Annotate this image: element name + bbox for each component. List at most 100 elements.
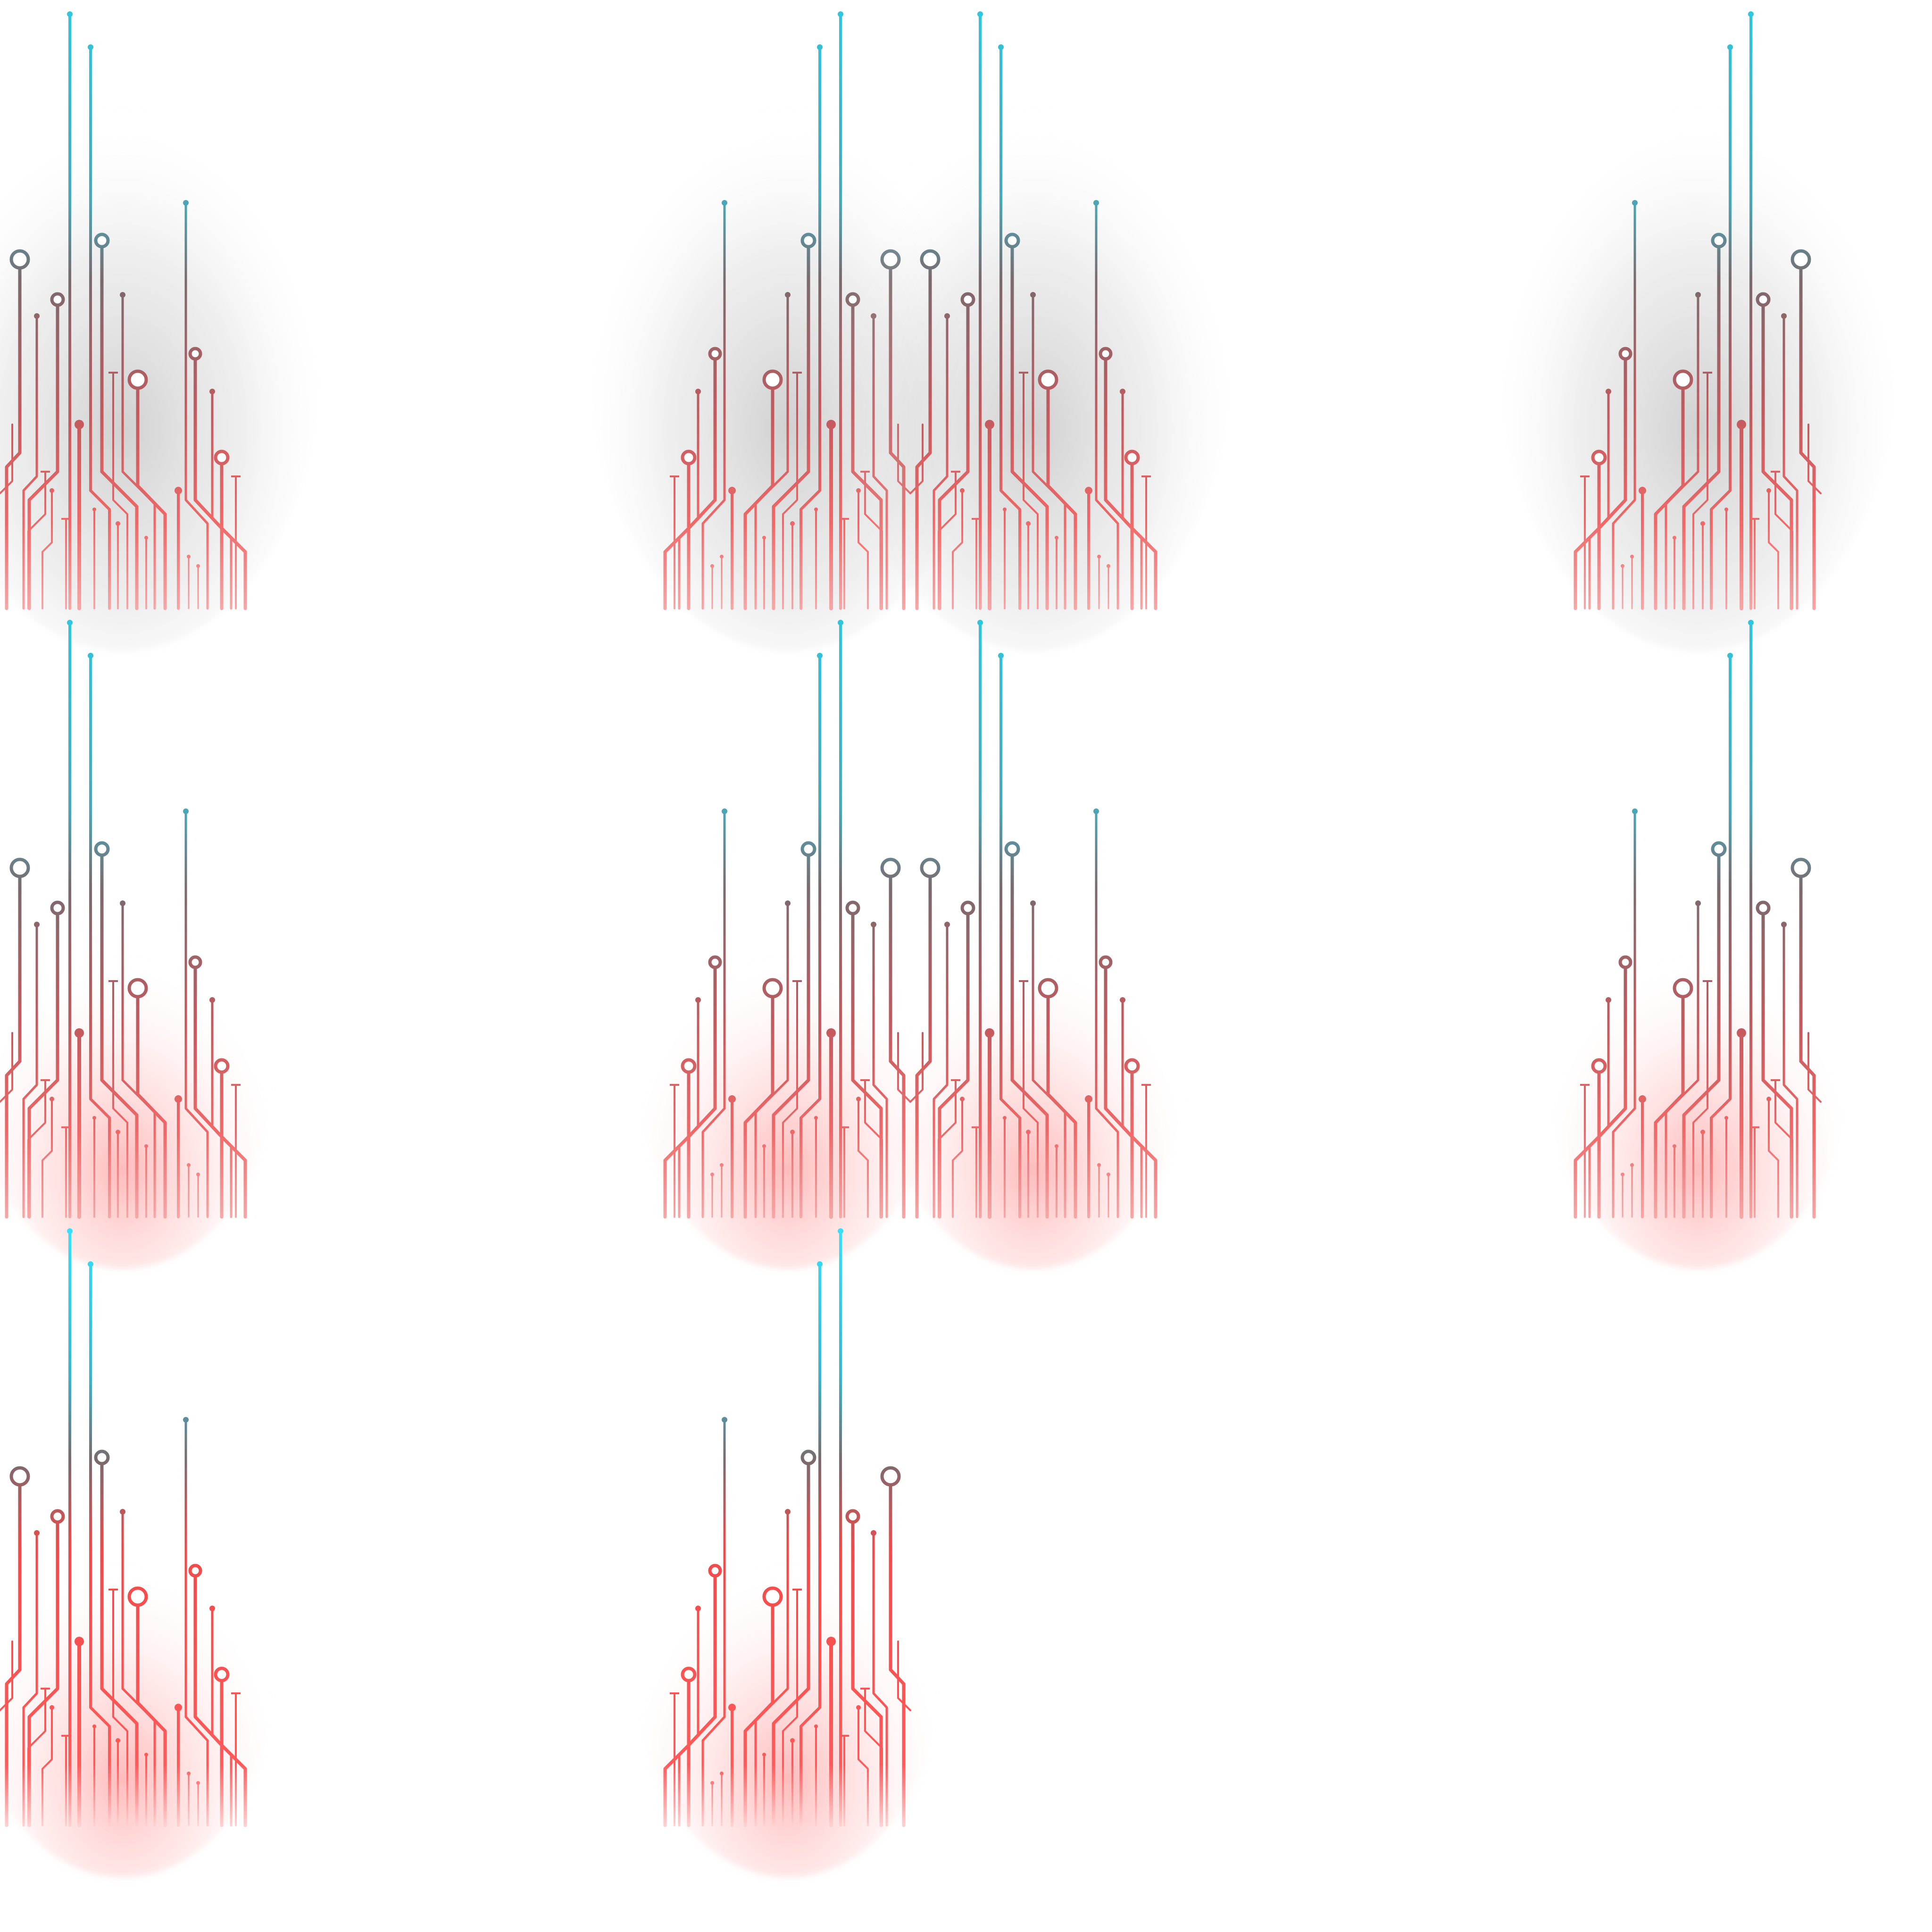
circuit-trace	[1055, 536, 1058, 609]
circuit-trace	[42, 1097, 54, 1218]
trace-dot-node	[1026, 1130, 1031, 1134]
circuit-trace	[710, 1173, 714, 1218]
circuit-trace	[799, 1261, 823, 1827]
trace-dot-node	[1120, 389, 1125, 394]
trace-ring-node	[214, 450, 230, 466]
circuit-trace	[1724, 1116, 1728, 1218]
circuit-trace	[188, 955, 224, 1219]
circuit-trace	[175, 487, 182, 610]
trace-dot-node	[116, 521, 120, 526]
circuit-trace	[175, 1095, 182, 1218]
circuit-trace	[144, 536, 148, 609]
trace-dot-node	[1632, 808, 1638, 814]
trace-dot-node	[1107, 1173, 1110, 1176]
trace-dot-node	[1606, 997, 1611, 1003]
circuit-trace	[663, 1666, 697, 1827]
circuit-trace	[1692, 372, 1712, 609]
circuit-piece	[882, 620, 1184, 1269]
circuit-trace	[826, 1028, 836, 1219]
circuit-trace	[1055, 1144, 1058, 1218]
circuit-trace	[1019, 980, 1039, 1218]
circuit-trace	[985, 1028, 994, 1219]
circuit-trace	[1771, 1079, 1793, 1218]
trace-dot-node	[1097, 555, 1101, 558]
trace-dot-node	[183, 200, 189, 206]
circuit-trace	[196, 1173, 200, 1218]
circuit-trace	[772, 233, 816, 610]
trace-ring-node	[800, 1449, 816, 1466]
circuit-trace	[826, 420, 836, 610]
drop-shadow	[0, 66, 321, 651]
trace-dot-node	[826, 420, 836, 429]
trace-dot-node	[144, 1144, 148, 1148]
trace-ring-node	[127, 978, 148, 999]
trace-dot-node	[183, 1417, 189, 1423]
circuit-piece	[0, 620, 274, 1269]
circuit-trace	[720, 555, 724, 609]
trace-dot-node	[183, 808, 189, 814]
trace-dot-node	[120, 1509, 125, 1515]
trace-dot-node	[92, 1724, 96, 1728]
circuit-trace	[1141, 1084, 1151, 1218]
trace-dot-node	[196, 1781, 200, 1785]
trace-dot-node	[838, 11, 843, 17]
circuit-trace	[187, 1772, 191, 1826]
circuit-trace	[127, 369, 167, 610]
trace-ring-node	[50, 1509, 65, 1524]
circuit-trace	[22, 922, 40, 1218]
circuit-trace	[838, 1228, 843, 1827]
trace-dot-node	[1781, 922, 1787, 927]
circuit-trace	[972, 518, 981, 609]
circuit-trace	[762, 536, 766, 609]
circuit-trace	[782, 1589, 802, 1826]
circuit-trace	[214, 1058, 247, 1219]
circuit-trace	[938, 1079, 960, 1218]
circuit-trace	[42, 1705, 54, 1826]
circuit-trace	[790, 1738, 795, 1826]
circuit-trace	[1700, 521, 1705, 609]
circuit-trace	[1710, 653, 1733, 1218]
trace-dot-node	[175, 1095, 182, 1103]
circuit-trace	[938, 471, 960, 609]
trace-dot-node	[817, 653, 823, 658]
circuit-trace	[710, 564, 714, 609]
circuit-trace	[1750, 518, 1759, 609]
trace-dot-node	[50, 488, 54, 493]
trace-dot-node	[728, 1095, 736, 1103]
trace-ring-node	[9, 858, 30, 878]
trace-dot-node	[695, 389, 701, 394]
circuit-frame	[637, 620, 1184, 1269]
circuit-trace	[1630, 555, 1634, 609]
trace-dot-node	[826, 1028, 836, 1038]
trace-ring-node	[94, 841, 110, 857]
circuit-trace	[856, 1705, 869, 1826]
circuit-trace	[1639, 1095, 1646, 1218]
trace-ring-node	[920, 858, 941, 878]
circuit-trace	[196, 564, 200, 609]
trace-dot-node	[187, 1772, 191, 1775]
circuit-trace	[187, 555, 191, 609]
trace-dot-node	[814, 1724, 818, 1728]
trace-dot-node	[1781, 313, 1787, 319]
trace-dot-node	[120, 900, 125, 906]
trace-ring-node	[188, 1564, 202, 1578]
circuit-trace	[0, 1641, 13, 1711]
trace-ring-node	[1711, 233, 1727, 249]
trace-ring-node	[1004, 233, 1020, 249]
trace-ring-node	[708, 955, 722, 969]
circuit-trace	[1597, 955, 1632, 1219]
circuit-trace	[1093, 808, 1119, 1218]
trace-dot-node	[722, 808, 727, 814]
circuit-trace	[1673, 1144, 1676, 1218]
trace-dot-node	[187, 555, 191, 558]
trace-ring-node	[1673, 978, 1693, 999]
circuit-trace	[933, 922, 950, 1218]
circuit-trace	[88, 1261, 111, 1827]
circuit-trace	[897, 1641, 911, 1711]
trace-dot-node	[88, 1261, 93, 1267]
trace-dot-node	[1748, 11, 1754, 17]
trace-dot-node	[1621, 1173, 1624, 1176]
circuit-trace	[183, 1417, 209, 1827]
trace-ring-node	[880, 1466, 901, 1487]
circuit-trace	[998, 653, 1021, 1218]
